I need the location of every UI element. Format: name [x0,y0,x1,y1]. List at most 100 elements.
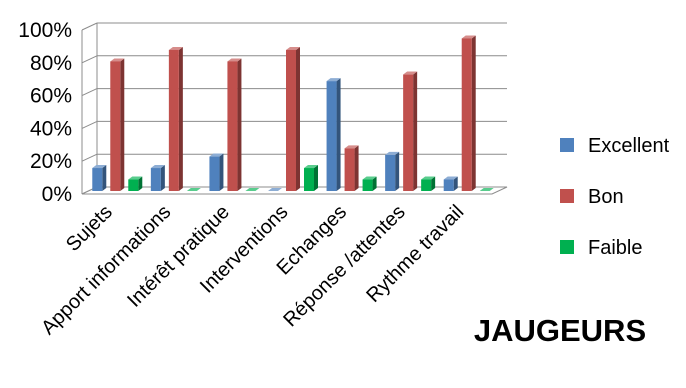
bar [227,58,242,191]
bar-side [219,153,224,191]
bar-front [385,154,396,191]
bar-top [362,176,377,180]
y-tick-label: 40% [30,117,72,140]
bar-top [326,78,341,82]
bar [461,35,476,192]
bar [168,46,183,192]
legend-item: Excellent [560,135,670,157]
legend-label: Excellent [588,135,670,157]
bar-side [354,145,359,191]
y-tick-label: 80% [30,52,72,75]
bar-side [160,165,165,191]
bar [92,165,107,191]
x-category-label: Intérêt pratique [123,201,234,312]
y-tick-label: 0% [42,183,72,206]
legend-swatch [560,138,574,152]
bar-top [268,188,282,191]
bar-side [237,58,242,191]
bar-top [128,176,143,180]
bar-front [344,148,355,191]
bar [344,145,359,191]
y-tick-label: 60% [30,85,72,108]
bar-top [461,35,476,39]
bar-top [227,58,242,62]
y-axis-ticks: 0% 20% 40% 60% 80% 100% [18,19,72,206]
gridline-side [81,120,98,129]
x-category-label: Sujets [62,201,117,256]
bar [245,188,260,191]
bar-front [168,49,179,192]
bar-top [286,46,300,50]
axes [81,23,508,195]
bar-top [443,176,458,180]
bar-front [110,61,121,191]
gridline-side [81,88,98,97]
bar [385,151,400,191]
bar-side [314,165,318,191]
bar-top [344,145,359,149]
bar-side [431,176,436,191]
bar-side [471,35,476,192]
bar-side [413,71,418,191]
gridline-side [81,153,98,162]
bar-front [92,168,103,191]
bar [209,153,224,191]
bar-front [362,179,373,191]
bar-side [395,151,400,191]
legend-label: Faible [588,237,642,259]
bar-front [403,74,414,191]
bar [443,176,458,191]
bar-top [110,58,125,62]
bar-front [421,179,432,191]
legend-swatch [560,240,574,254]
bar-front [286,49,296,192]
bar-front [443,179,454,191]
bar [286,46,300,192]
bar-top [403,71,418,75]
bar-front [209,156,220,191]
bar-top [168,46,183,50]
bar-top [479,188,494,191]
bar [421,176,436,191]
chart-title: JAUGEURS [474,313,646,348]
bar-side [178,46,183,192]
bar-side [296,46,300,192]
bar-top [245,188,260,191]
gridline-side [81,22,98,31]
bar [326,78,341,191]
legend-swatch [560,189,574,203]
bar-side [120,58,125,191]
bar-top [92,165,107,169]
bar [150,165,165,191]
bar-side [453,176,458,191]
bar [304,165,318,191]
bar-front [461,38,472,192]
bar [110,58,125,191]
gridline-side [81,55,98,64]
bar-side [372,176,377,191]
bar [186,188,201,191]
bar-top [421,176,436,180]
bar-top [385,151,400,155]
bar-front [227,61,238,191]
legend: Excellent Bon Faible [560,135,670,259]
bar-front [304,168,314,191]
bar-top [304,165,318,169]
bars [92,35,494,192]
y-tick-label: 100% [18,19,72,42]
legend-item: Faible [560,237,642,259]
bar [128,176,143,191]
bar-top [209,153,224,157]
bar-front [150,168,161,191]
bar-side [138,176,143,191]
gridlines [81,22,507,195]
bar-side [336,78,341,191]
legend-item: Bon [560,186,624,208]
bar-top [150,165,165,169]
bar-side [102,165,107,191]
bar-front [326,81,337,191]
legend-label: Bon [588,186,624,208]
y-tick-label: 20% [30,150,72,173]
